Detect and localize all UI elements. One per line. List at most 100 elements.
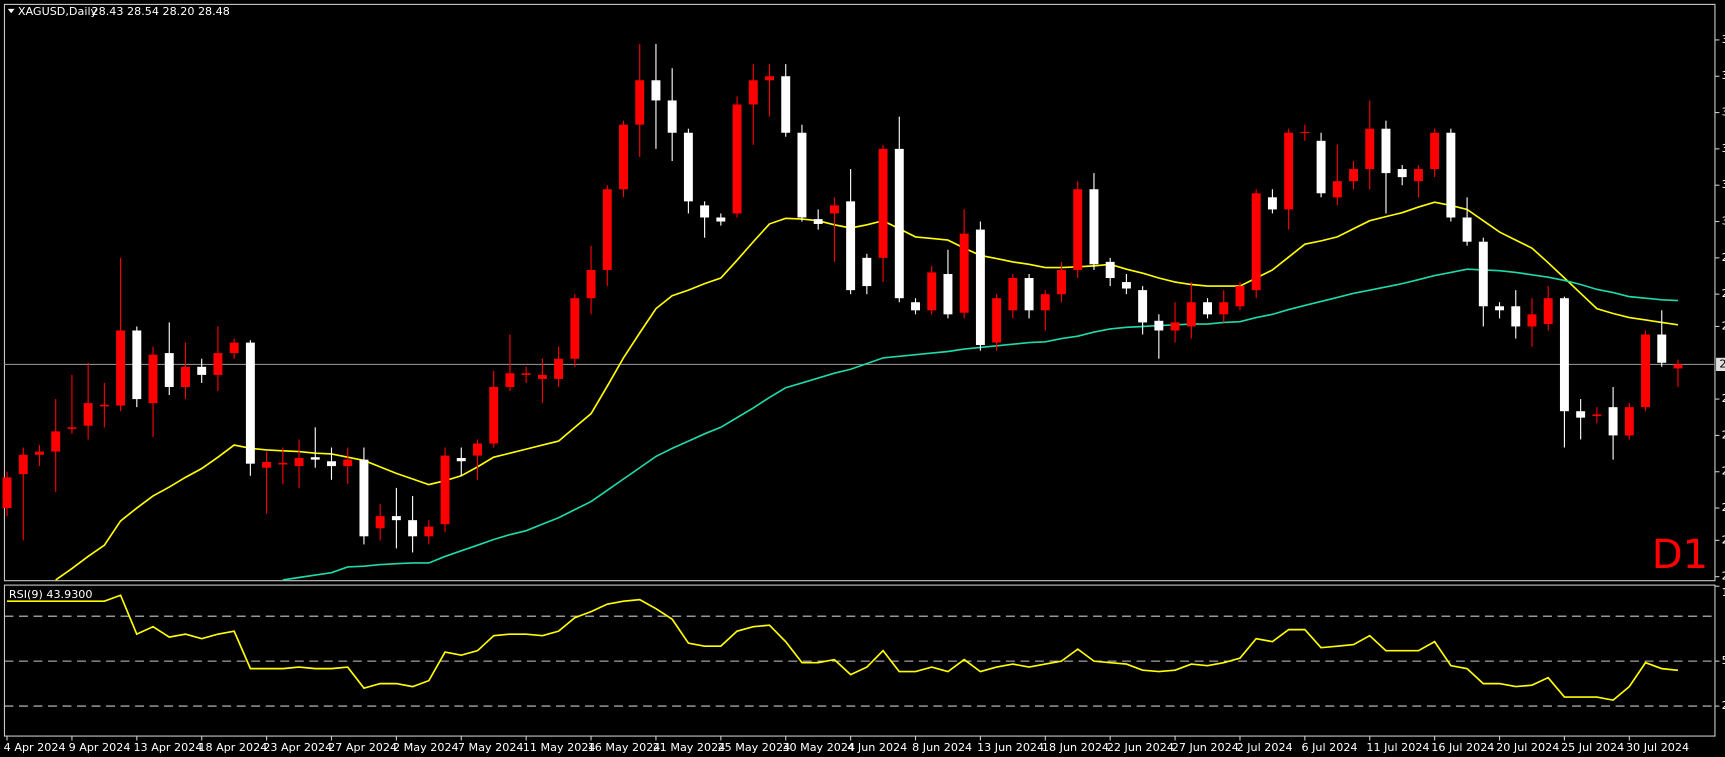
candle-body (1300, 131, 1310, 134)
current-price-box (1716, 357, 1725, 371)
candle-body (408, 520, 418, 537)
y-tick-label: 32.05 (1722, 69, 1725, 82)
candle-body (294, 458, 304, 467)
y-tick-label: 29.35 (1722, 287, 1725, 300)
candle-body (1413, 169, 1423, 182)
x-tick-label: 4 Jun 2024 (847, 741, 907, 754)
candle-body (1008, 278, 1018, 311)
candle-body (18, 454, 28, 475)
candle-body (1657, 334, 1667, 363)
x-tick-label: 13 Apr 2024 (133, 741, 202, 754)
candle-body (1349, 169, 1358, 182)
y-tick-label: 100 (1722, 586, 1725, 599)
chart-title: XAGUSD,Daily (18, 5, 98, 18)
candle-body (1365, 128, 1375, 170)
y-tick-label: 31.15 (1722, 142, 1725, 155)
candle-body (245, 342, 255, 464)
candle-body (829, 205, 839, 214)
candle-body (846, 201, 856, 291)
candle-body (797, 132, 807, 218)
x-tick-label: 13 Jun 2024 (977, 741, 1044, 754)
x-tick-label: 25 Jul 2024 (1561, 741, 1624, 754)
candle-body (278, 462, 288, 465)
x-tick-label: 18 Jun 2024 (1042, 741, 1109, 754)
candle-body (67, 427, 77, 429)
x-tick-label: 2 May 2024 (393, 741, 459, 754)
y-tick-label: 28.95 (1722, 319, 1725, 332)
candle-body (748, 80, 758, 105)
candle-body (1219, 302, 1229, 315)
x-tick-label: 27 Apr 2024 (328, 741, 397, 754)
candle-body (635, 80, 645, 125)
candle-body (375, 516, 385, 529)
candle-body (1673, 364, 1683, 369)
candle-body (489, 386, 499, 444)
candle-body (262, 462, 272, 468)
candle-body (619, 124, 628, 190)
candle-body (765, 76, 774, 81)
candle-body (521, 373, 531, 375)
candle-body (1608, 407, 1618, 436)
candle-body (1332, 181, 1342, 198)
candle-body (1154, 320, 1164, 331)
candle-body (1495, 306, 1504, 311)
candle-body (943, 273, 953, 315)
x-tick-label: 30 May 2024 (782, 741, 855, 754)
candle-body (975, 229, 985, 346)
x-tick-label: 8 Jun 2024 (912, 741, 972, 754)
candle-body (327, 461, 336, 467)
candle-body (1397, 169, 1407, 178)
x-tick-label: 22 Jun 2024 (1107, 741, 1174, 754)
candle-body (132, 330, 142, 400)
candle-body (862, 257, 872, 287)
candle-body (83, 403, 93, 426)
timeframe-label: D1 (1652, 532, 1709, 578)
candle-body (1203, 302, 1212, 315)
y-tick-label: 31.60 (1722, 106, 1725, 119)
x-tick-label: 25 May 2024 (717, 741, 790, 754)
y-tick-label: 26.30 (1722, 533, 1725, 546)
candle-body (1462, 217, 1472, 242)
candle-body (35, 451, 44, 455)
y-tick-label: 27.15 (1722, 465, 1725, 478)
candle-body (1105, 261, 1115, 279)
menu-triangle[interactable] (7, 8, 15, 14)
candle-body (683, 132, 693, 202)
candle-body (148, 354, 158, 404)
candle-body (1121, 282, 1131, 289)
candle-body (1024, 278, 1034, 311)
candle-body (99, 404, 109, 407)
y-tick-label: 27.60 (1722, 428, 1725, 441)
candle-body (813, 219, 823, 224)
y-tick-label: 29.80 (1722, 251, 1725, 264)
candle-body (473, 443, 482, 456)
rsi-line (7, 594, 1679, 702)
candle-body (1316, 140, 1326, 194)
candle-body (700, 205, 710, 218)
candle-body (1073, 189, 1083, 270)
x-tick-label: 21 May 2024 (653, 741, 726, 754)
main-panel-border (3, 3, 1716, 582)
y-tick-label: 25.85 (1722, 570, 1725, 583)
x-tick-label: 30 Jul 2024 (1626, 741, 1689, 754)
candle-body (1251, 193, 1261, 291)
x-tick-label: 27 Jun 2024 (1172, 741, 1239, 754)
candle-body (878, 148, 888, 258)
y-tick-label: 28.05 (1722, 392, 1725, 405)
candle-body (1576, 411, 1586, 418)
y-tick-label: 26.70 (1722, 501, 1725, 514)
candle-body (1170, 322, 1180, 331)
x-tick-label: 11 May 2024 (523, 741, 596, 754)
x-tick-label: 9 Apr 2024 (69, 741, 131, 754)
candle-body (667, 100, 677, 133)
candle-body (116, 330, 126, 406)
candle-body (554, 358, 564, 379)
candle-body (1235, 286, 1245, 307)
candle-body (424, 526, 434, 537)
candle-body (181, 366, 190, 387)
y-tick-label: 30.25 (1722, 215, 1725, 228)
x-tick-label: 4 Apr 2024 (4, 741, 66, 754)
candle-body (1284, 132, 1294, 210)
